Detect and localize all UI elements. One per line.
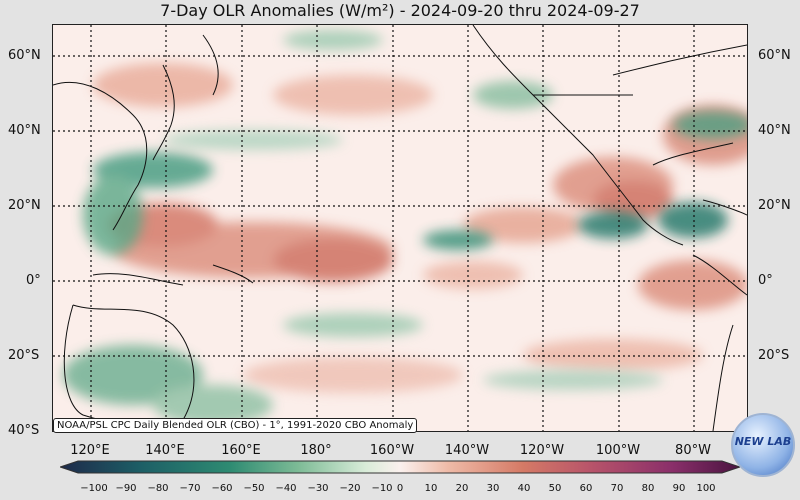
lat-label-left: 40°N bbox=[8, 123, 41, 138]
colorbar-tick: −90 bbox=[115, 483, 137, 494]
colorbar-tick: 20 bbox=[455, 483, 469, 494]
graticule bbox=[53, 25, 747, 431]
lat-label-right: 0° bbox=[758, 273, 773, 288]
lon-label: 140°W bbox=[444, 443, 490, 458]
colorbar-tick: 100 bbox=[696, 483, 716, 494]
colorbar-tick: −70 bbox=[179, 483, 201, 494]
positive-anomaly-field bbox=[93, 63, 747, 393]
lat-label-left: 60°N bbox=[8, 48, 41, 63]
olr-anomaly-map bbox=[52, 24, 748, 432]
colorbar-tick: −40 bbox=[275, 483, 297, 494]
colorbar-tick: −60 bbox=[211, 483, 233, 494]
colorbar-tick: 50 bbox=[548, 483, 562, 494]
lat-label-right: 20°N bbox=[758, 198, 791, 213]
colorbar-tick: −50 bbox=[243, 483, 265, 494]
lon-label: 120°W bbox=[519, 443, 565, 458]
colorbar-tick: 60 bbox=[579, 483, 593, 494]
lon-label: 80°W bbox=[675, 443, 711, 458]
colorbar-tick: −10 bbox=[371, 483, 393, 494]
colorbar-tick: 10 bbox=[424, 483, 438, 494]
lat-label-left: 20°S bbox=[8, 348, 40, 363]
data-source-note: NOAA/PSL CPC Daily Blended OLR (CBO) - 1… bbox=[53, 418, 418, 433]
lat-label-right: 20°S bbox=[758, 348, 790, 363]
lat-label-left: 0° bbox=[26, 273, 41, 288]
coastlines bbox=[53, 25, 747, 431]
lon-label: 160°E bbox=[221, 443, 261, 458]
colorbar-tick: 90 bbox=[672, 483, 686, 494]
lon-label: 180° bbox=[300, 443, 332, 458]
lon-label: 100°W bbox=[595, 443, 641, 458]
lat-label-left: 40°S bbox=[8, 423, 40, 438]
lat-label-right: 60°N bbox=[758, 48, 791, 63]
colorbar-tick: 30 bbox=[486, 483, 500, 494]
map-title: 7-Day OLR Anomalies (W/m²) - 2024-09-20 … bbox=[160, 1, 640, 20]
colorbar-tick: −20 bbox=[339, 483, 361, 494]
negative-anomaly-field bbox=[63, 30, 747, 425]
colorbar-tick: −100 bbox=[80, 483, 108, 494]
lon-label: 160°W bbox=[369, 443, 415, 458]
lat-label-left: 20°N bbox=[8, 198, 41, 213]
lon-label: 140°E bbox=[145, 443, 185, 458]
lon-label: 120°E bbox=[70, 443, 110, 458]
colorbar-tick: −30 bbox=[307, 483, 329, 494]
colorbar-tick: 40 bbox=[517, 483, 531, 494]
colorbar-tick: 80 bbox=[641, 483, 655, 494]
colorbar-tick: 0 bbox=[396, 483, 404, 494]
colorbar-tick: 70 bbox=[610, 483, 624, 494]
colorbar bbox=[60, 460, 740, 474]
noaa-psl-logo-icon[interactable]: NEW LAB bbox=[731, 413, 795, 477]
logo-text: NEW LAB bbox=[734, 435, 792, 448]
colorbar-tick: −80 bbox=[147, 483, 169, 494]
lat-label-right: 40°N bbox=[758, 123, 791, 138]
